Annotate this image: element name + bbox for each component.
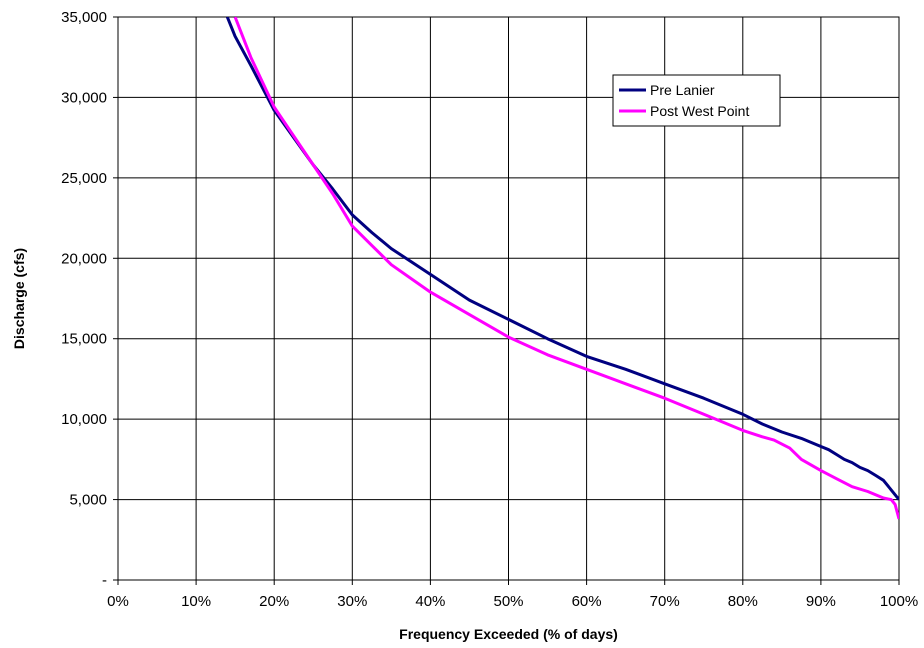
series-lines	[225, 17, 899, 520]
y-tick-label: 10,000	[61, 411, 107, 428]
x-axis-title: Frequency Exceeded (% of days)	[399, 626, 618, 642]
grid	[113, 16, 900, 585]
series-line-post-west-point	[233, 17, 899, 520]
plot-area	[117, 16, 900, 581]
y-tick-label: 15,000	[61, 331, 107, 348]
x-tick-label: 20%	[259, 593, 289, 610]
x-tick-label: 90%	[806, 593, 836, 610]
legend-label-post-west-point: Post West Point	[650, 103, 749, 119]
y-tick-label: 5,000	[69, 492, 107, 509]
x-tick-label: 30%	[337, 593, 367, 610]
legend-box	[612, 74, 781, 127]
y-tick-label: 35,000	[61, 9, 107, 26]
tick-labels: 0% 10% 20% 30% 40% 50% 60% 70% 80% 90% 100% - 5,000 1…	[61, 9, 918, 610]
x-tick-label: 50%	[493, 593, 523, 610]
legend-label-pre-lanier: Pre Lanier	[650, 82, 715, 98]
x-tick-label: 0%	[107, 593, 129, 610]
y-tick-label: 30,000	[61, 89, 107, 106]
x-tick-label: 70%	[650, 593, 680, 610]
x-tick-label: 60%	[572, 593, 602, 610]
y-tick-label: -	[102, 572, 107, 589]
x-tick-label: 40%	[415, 593, 445, 610]
y-axis-title: Discharge (cfs)	[11, 248, 27, 349]
y-tick-label: 20,000	[61, 250, 107, 267]
y-tick-label: 25,000	[61, 170, 107, 187]
legend: Pre Lanier Post West Point	[612, 74, 781, 127]
x-tick-label: 80%	[728, 593, 758, 610]
x-tick-label: 100%	[880, 593, 918, 610]
x-tick-label: 10%	[181, 593, 211, 610]
